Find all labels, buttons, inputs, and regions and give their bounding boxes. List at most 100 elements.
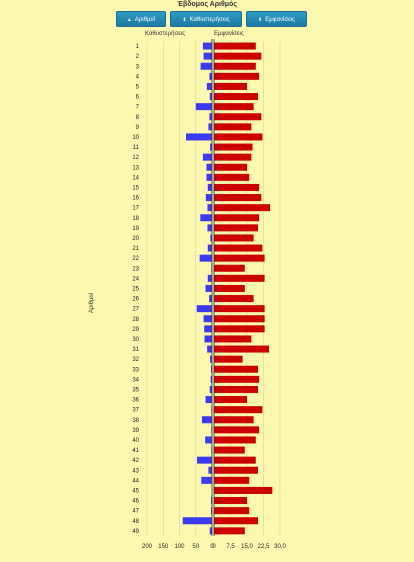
category-label: 41 (132, 448, 139, 454)
x-tick-label: 22,5 (258, 544, 270, 550)
appearance-bar (214, 234, 254, 242)
appearance-bar (214, 133, 263, 141)
sort-by-delays-label: Καθυστερήσεις (189, 17, 230, 23)
appearance-bar (214, 224, 258, 232)
appearance-bar (214, 355, 243, 363)
sort-by-appearances-button[interactable]: ⬍ Εμφανίσεις (246, 11, 307, 27)
delay-bar (211, 497, 212, 505)
appearance-bar (214, 183, 260, 191)
delay-bar (207, 204, 212, 212)
category-label: 45 (132, 488, 139, 494)
appearance-bar (214, 254, 265, 262)
appearance-bar (214, 315, 265, 323)
delay-bar (206, 173, 212, 181)
sort-by-number-button[interactable]: ▲ Αριθμοί (116, 11, 166, 27)
appearance-bar (214, 406, 263, 414)
delay-bar (182, 517, 212, 525)
delay-bar (201, 476, 212, 484)
delay-bar (209, 295, 212, 303)
category-label: 12 (132, 155, 139, 161)
category-label: 39 (132, 428, 139, 434)
sort-icon: ⬍ (258, 17, 263, 23)
category-label: 18 (132, 216, 139, 222)
category-label: 37 (132, 408, 139, 414)
delay-bar (202, 153, 212, 161)
appearance-bar (214, 385, 258, 393)
category-label: 35 (132, 387, 139, 393)
appearance-bar (214, 375, 260, 383)
appearance-bar (214, 143, 253, 151)
category-label: 42 (132, 458, 139, 464)
appearance-bar (214, 305, 265, 313)
sort-toolbar: ▲ Αριθμοί ⬍ Καθυστερήσεις ⬍ Εμφανίσεις (0, 11, 414, 29)
appearance-bar (214, 264, 245, 272)
appearance-bar (214, 194, 262, 202)
category-label: 27 (132, 307, 139, 313)
delay-bar (203, 52, 212, 60)
category-label: 38 (132, 418, 139, 424)
appearance-bar (214, 426, 260, 434)
x-tick-label: 7,5 (226, 544, 235, 550)
category-label: 1 (136, 44, 140, 50)
category-label: 20 (132, 236, 139, 242)
appearance-bar (214, 284, 245, 292)
appearance-bar (214, 153, 252, 161)
appearance-bar (214, 345, 269, 353)
category-label: 46 (132, 499, 139, 505)
delay-bar (201, 416, 212, 424)
appearance-bar (214, 446, 245, 454)
category-label: 16 (132, 196, 139, 202)
delay-bar (204, 325, 212, 333)
appearance-bar (214, 274, 265, 282)
appearance-bar (214, 466, 258, 474)
category-label: 30 (132, 337, 139, 343)
delay-bar (186, 133, 212, 141)
delay-bar (207, 345, 212, 353)
delay-bar (200, 214, 212, 222)
sort-by-number-label: Αριθμοί (134, 17, 156, 23)
delays-chart-title: Καθυστερήσεις (145, 31, 186, 37)
category-label: 44 (132, 478, 139, 484)
category-label: 22 (132, 256, 139, 262)
delay-bar (206, 163, 212, 171)
delay-bar (211, 365, 212, 373)
category-label: 5 (136, 84, 140, 90)
delay-bar (207, 244, 212, 252)
delay-bar (210, 375, 212, 383)
category-label: 7 (136, 105, 140, 111)
category-label: 29 (132, 327, 139, 333)
delay-bar (203, 315, 212, 323)
appearance-bar (214, 365, 258, 373)
sort-icon: ⬍ (182, 17, 187, 23)
appearance-bar (214, 62, 256, 70)
category-label: 23 (132, 266, 139, 272)
appearance-bar (214, 456, 256, 464)
sort-by-delays-button[interactable]: ⬍ Καθυστερήσεις (170, 11, 242, 27)
delay-bar (204, 335, 212, 343)
appearance-bar (214, 325, 265, 333)
category-label: 6 (136, 95, 140, 101)
category-label: 47 (132, 509, 139, 515)
delay-bar (202, 42, 212, 50)
x-tick-label: 15,0 (241, 544, 253, 550)
x-tick-label: 100 (174, 544, 185, 550)
x-tick-label: 0 (212, 544, 216, 550)
appearance-bar (214, 214, 260, 222)
appearance-bar (214, 476, 250, 484)
delay-bar (209, 113, 212, 121)
delay-bar (209, 385, 212, 393)
category-label: 31 (132, 347, 139, 353)
category-label: 32 (132, 357, 139, 363)
x-tick-label: 150 (158, 544, 169, 550)
appearance-bar (214, 436, 256, 444)
category-label: 40 (132, 438, 139, 444)
category-label: 19 (132, 226, 139, 232)
delay-bar (205, 436, 212, 444)
delay-bar (207, 224, 212, 232)
category-label: 8 (136, 115, 140, 121)
appearance-bar (214, 497, 247, 505)
category-label: 48 (132, 519, 139, 525)
appearance-bar (214, 244, 263, 252)
x-tick-label: 30,0 (274, 544, 286, 550)
